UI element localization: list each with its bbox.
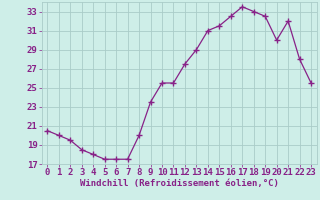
X-axis label: Windchill (Refroidissement éolien,°C): Windchill (Refroidissement éolien,°C) bbox=[80, 179, 279, 188]
